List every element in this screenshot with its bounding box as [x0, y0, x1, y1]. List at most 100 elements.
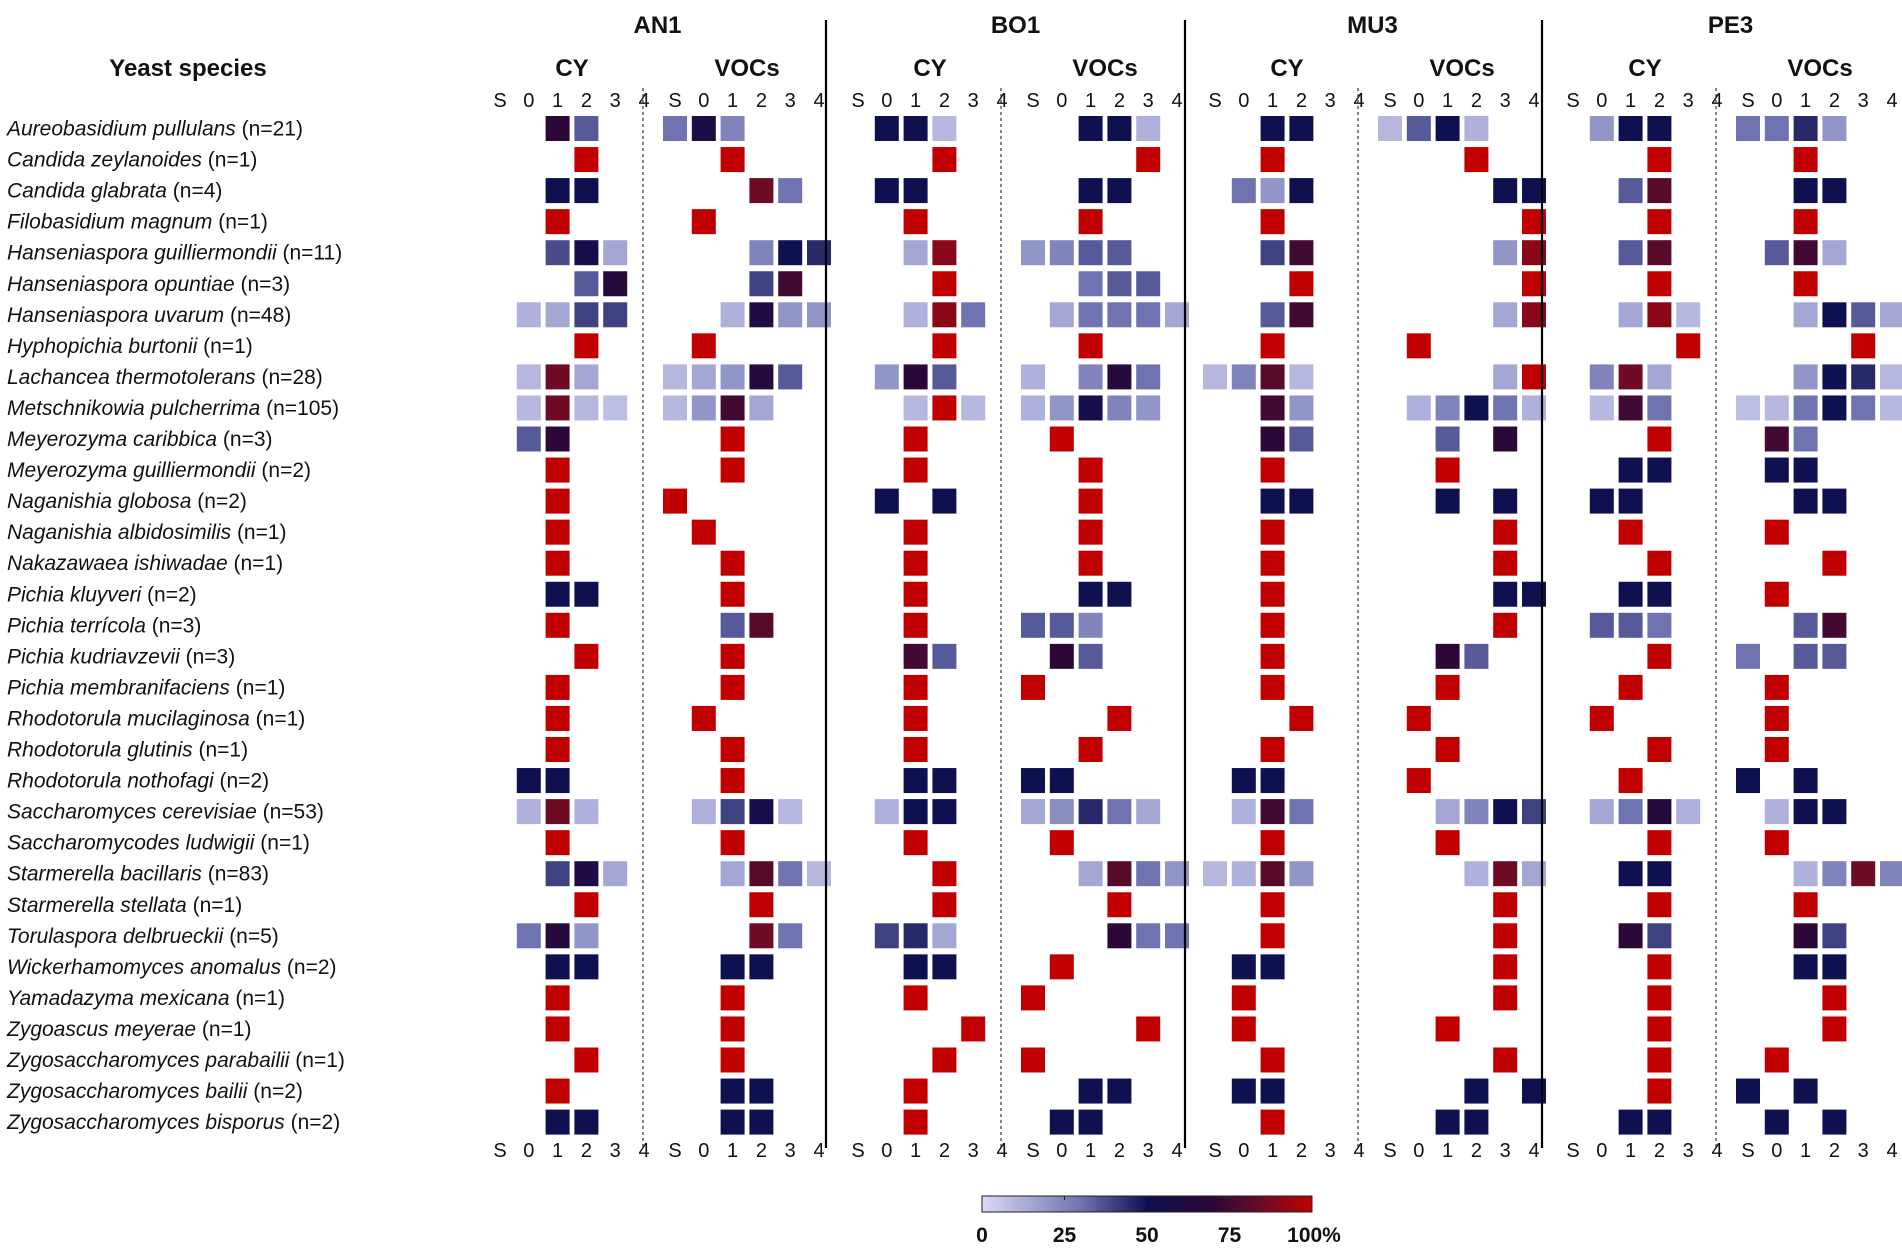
heatmap-cell	[1647, 830, 1672, 856]
heatmap-cell	[1260, 892, 1285, 918]
heatmap-cell	[1260, 147, 1285, 173]
heatmap-cell	[1078, 395, 1103, 421]
heatmap-cell	[1289, 364, 1314, 390]
bottom-tick-label: 2	[1296, 1140, 1307, 1162]
heatmap-cell	[574, 240, 599, 266]
heatmap-cell	[1676, 302, 1701, 328]
heatmap-cell	[1078, 488, 1103, 514]
heatmap-cell	[545, 364, 570, 390]
heatmap-cell	[1406, 705, 1431, 731]
heatmap-cell	[1618, 674, 1643, 700]
heatmap-cell	[1736, 768, 1760, 794]
heatmap-cell	[1049, 768, 1074, 794]
heatmap-cell	[1793, 488, 1818, 514]
species-name: Rhodotorula nothofagi	[7, 770, 215, 793]
top-tick-label: S	[1208, 90, 1221, 112]
heatmap-cell	[545, 426, 570, 452]
species-label: Zygosaccharomyces bisporus (n=2)	[6, 1111, 340, 1134]
heatmap-cell	[545, 923, 570, 949]
heatmap-cell	[1647, 364, 1672, 390]
heatmap-cell	[1822, 923, 1847, 949]
heatmap-cell	[1260, 178, 1285, 204]
heatmap-cell	[1406, 395, 1431, 421]
heatmap-cell	[720, 643, 745, 669]
heatmap-cell	[1793, 954, 1818, 980]
heatmap-cell	[516, 923, 541, 949]
top-tick-label: 1	[1800, 90, 1811, 112]
heatmap-cell	[545, 1078, 570, 1104]
heatmap-cell	[1676, 799, 1701, 825]
heatmap-cell	[903, 985, 928, 1011]
heatmap-cell	[1435, 426, 1460, 452]
heatmap-cell	[903, 674, 928, 700]
row-axis-title: Yeast species	[109, 55, 266, 82]
species-name: Lachancea thermotolerans	[7, 366, 256, 389]
heatmap-cell	[1260, 1047, 1285, 1073]
heatmap-cell	[749, 861, 774, 887]
bottom-tick-label: 3	[785, 1140, 796, 1162]
heatmap-cell	[1618, 178, 1643, 204]
species-count: (n=1)	[187, 894, 242, 917]
subgroup-label-an1-vocs: VOCs	[714, 55, 779, 82]
species-name: Torulaspora delbrueckii	[7, 925, 225, 948]
bottom-tick-label: 0	[881, 1140, 892, 1162]
heatmap-cell	[1289, 705, 1314, 731]
top-tick-label: 3	[968, 90, 979, 112]
heatmap-cell	[807, 861, 831, 887]
heatmap-cell	[874, 364, 899, 390]
heatmap-cell	[1647, 116, 1672, 141]
species-label: Hanseniaspora guilliermondii (n=11)	[7, 242, 342, 265]
top-tick-label: 2	[1829, 90, 1840, 112]
heatmap-cell	[778, 364, 803, 390]
heatmap-cell	[1822, 240, 1847, 266]
heatmap-cell	[545, 705, 570, 731]
heatmap-cell	[1107, 581, 1132, 607]
species-label: Nakazawaea ishiwadae (n=1)	[7, 552, 283, 575]
species-label: Saccharomyces cerevisiae (n=53)	[7, 801, 324, 824]
heatmap-cell	[1589, 488, 1614, 514]
heatmap-cell	[932, 240, 957, 266]
subgroup-label-bo1-cy: CY	[913, 55, 946, 82]
heatmap-cell	[1764, 116, 1789, 141]
separator-lines	[642, 20, 1717, 1148]
heatmap-cell	[720, 457, 745, 483]
colorbar-tick-label: 50	[1135, 1224, 1158, 1247]
bottom-tick-label: 0	[1596, 1140, 1607, 1162]
heatmap-cell	[1435, 830, 1460, 856]
heatmap-cell	[903, 550, 928, 576]
top-tick-label: S	[1741, 90, 1754, 112]
heatmap-cell	[1647, 1109, 1672, 1135]
top-tick-label: S	[1383, 90, 1396, 112]
species-count: (n=3)	[235, 273, 290, 296]
heatmap-cell	[1260, 209, 1285, 235]
heatmap-cell	[1647, 985, 1672, 1011]
species-label: Rhodotorula mucilaginosa (n=1)	[7, 707, 305, 730]
heatmap-cell	[1231, 954, 1256, 980]
heatmap-cell	[1107, 395, 1132, 421]
heatmap-cell	[1647, 737, 1672, 762]
heatmap-cell	[1493, 985, 1518, 1011]
heatmap-cell	[778, 271, 803, 297]
heatmap-cell	[1078, 861, 1103, 887]
heatmap-cell	[749, 178, 774, 204]
top-tick-label: 1	[910, 90, 921, 112]
heatmap-cell	[1647, 209, 1672, 235]
bottom-tick-label: 0	[1056, 1140, 1067, 1162]
heatmap-cell	[516, 364, 541, 390]
heatmap-cell	[932, 799, 957, 825]
species-name: Saccharomycodes ludwigii	[7, 832, 256, 855]
heatmap-cell	[574, 395, 599, 421]
heatmap-cell	[1078, 581, 1103, 607]
heatmap-cell	[1435, 737, 1460, 762]
top-tick-label: 2	[1296, 90, 1307, 112]
heatmap-cell	[1822, 364, 1847, 390]
heatmap-cell	[545, 178, 570, 204]
heatmap-cell	[1618, 612, 1643, 638]
heatmap-cell	[720, 830, 745, 856]
heatmap-cell	[932, 488, 957, 514]
species-name: Hanseniaspora guilliermondii	[7, 242, 278, 265]
species-label: Candida glabrata (n=4)	[7, 180, 222, 203]
heatmap-cell	[1493, 550, 1518, 576]
heatmap-cell	[1049, 1109, 1074, 1135]
heatmap-cell	[545, 116, 570, 141]
